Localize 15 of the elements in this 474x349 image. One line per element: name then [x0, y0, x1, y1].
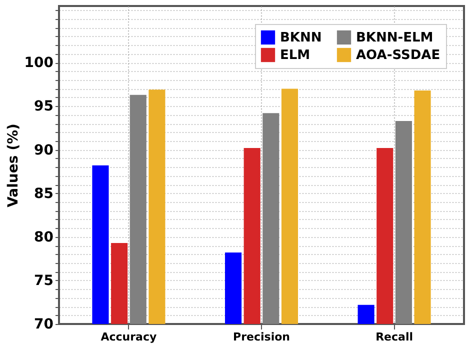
legend-label: BKNN: [280, 30, 322, 46]
y-tick-label: 90: [34, 142, 54, 158]
y-tick-label: 95: [34, 98, 54, 115]
x-tick-label: Accuracy: [100, 330, 157, 344]
y-tick-label: 70: [34, 316, 54, 332]
x-tick-label: Recall: [376, 330, 413, 344]
legend-label: AOA-SSDAE: [356, 48, 440, 63]
legend-label: BKNN-ELM: [356, 30, 434, 46]
x-tick-label: Precision: [233, 330, 290, 344]
y-tick-label: 75: [34, 272, 54, 289]
y-tick-label: 85: [34, 186, 54, 202]
y-tick-label: 100: [24, 55, 54, 72]
y-tick-label: 80: [34, 229, 54, 246]
legend-label: ELM: [280, 48, 310, 63]
y-axis-title: Values (%): [5, 124, 22, 208]
